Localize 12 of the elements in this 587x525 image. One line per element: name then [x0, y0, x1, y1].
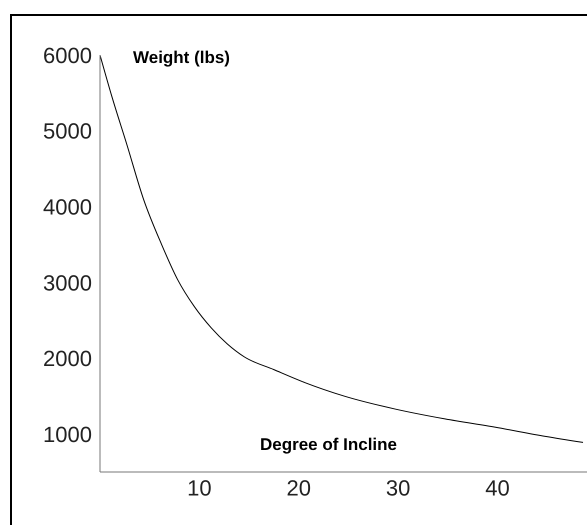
y-tick-label: 5000 — [43, 118, 92, 144]
x-axis-title: Degree of Incline — [260, 435, 397, 454]
y-tick-label: 4000 — [43, 194, 92, 220]
y-tick-label: 3000 — [43, 270, 92, 296]
x-tick-label: 30 — [386, 476, 410, 501]
x-tick-label: 20 — [286, 476, 312, 501]
y-tick-label: 2000 — [43, 346, 92, 372]
y-tick-label: 1000 — [43, 422, 92, 447]
x-tick-label: 10 — [187, 476, 212, 501]
y-tick-label: 6000 — [43, 42, 92, 68]
x-tick-label: 40 — [485, 476, 510, 501]
y-axis-title: Weight (lbs) — [133, 48, 230, 67]
